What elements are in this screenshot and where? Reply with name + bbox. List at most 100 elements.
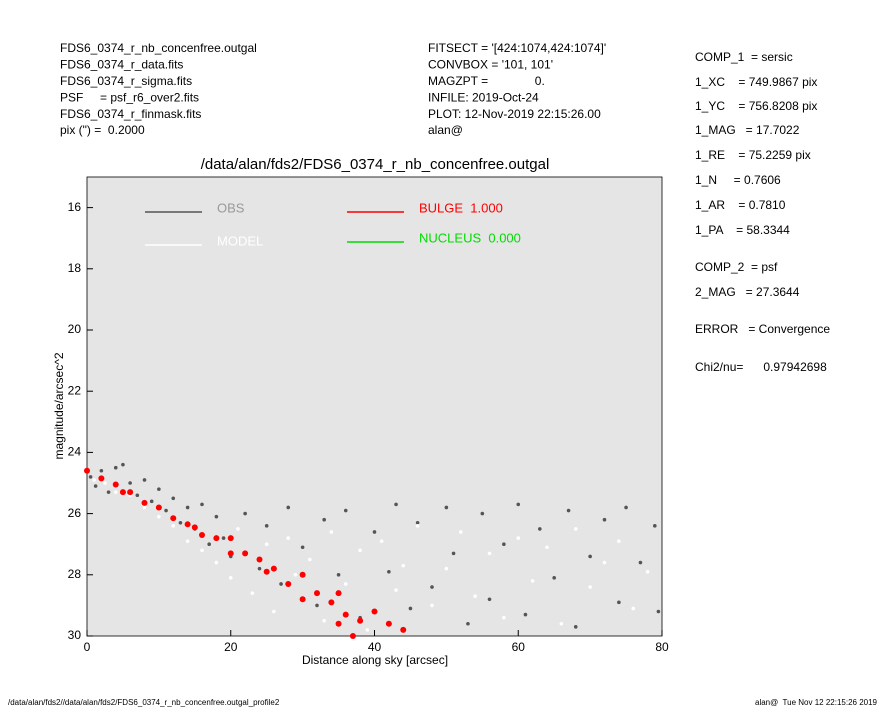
data-point <box>299 596 306 603</box>
legend-label: MODEL <box>217 233 263 248</box>
data-point <box>473 594 477 599</box>
data-point <box>171 524 176 528</box>
x-tick-label: 20 <box>224 640 238 654</box>
data-point <box>342 611 349 618</box>
data-point <box>516 502 521 507</box>
data-point <box>401 563 406 568</box>
data-point <box>227 535 234 542</box>
data-point <box>308 557 312 562</box>
data-point <box>371 608 378 615</box>
data-point <box>322 618 326 623</box>
data-point <box>349 633 356 639</box>
data-point <box>142 505 147 510</box>
y-tick-label: 22 <box>68 383 82 397</box>
x-tick-label: 40 <box>368 640 382 654</box>
data-point <box>272 609 276 614</box>
data-point <box>480 511 485 516</box>
x-tick-label: 60 <box>512 640 526 654</box>
data-point <box>552 576 556 580</box>
data-point <box>315 603 319 608</box>
header-middle-line: FITSECT = '[424:1074,424:1074]' <box>428 41 606 55</box>
data-point <box>466 621 470 626</box>
data-point <box>400 626 407 633</box>
data-point <box>408 606 413 611</box>
parameter-line: 1_YC = 756.8208 pix <box>695 99 817 113</box>
parameter-line: COMP_2 = psf <box>695 260 778 274</box>
header-left-line: PSF = psf_r6_over2.fits <box>60 90 199 104</box>
data-point <box>502 542 506 546</box>
data-point <box>451 551 456 556</box>
y-axis-label: magnitude/arcsec^2 <box>52 352 66 459</box>
chart-title: /data/alan/fds2/FDS6_0374_r_nb_concenfre… <box>201 156 550 173</box>
parameter-line: 2_MAG = 27.3644 <box>695 285 800 299</box>
data-point <box>112 481 119 488</box>
data-point <box>379 539 384 543</box>
data-point <box>415 524 420 528</box>
data-point <box>128 481 132 485</box>
data-point <box>358 548 362 553</box>
parameter-line: COMP_1 = sersic <box>695 50 793 64</box>
data-point <box>227 550 234 557</box>
data-point <box>394 588 398 592</box>
data-point <box>638 560 643 565</box>
data-point <box>336 573 341 577</box>
data-point <box>530 579 535 583</box>
data-point <box>617 539 621 543</box>
data-point <box>93 484 98 488</box>
y-tick-label: 18 <box>68 261 82 275</box>
x-tick-label: 0 <box>84 640 91 654</box>
data-point <box>264 542 269 546</box>
x-tick-label: 80 <box>655 640 669 654</box>
parameter-line: 1_MAG = 17.7022 <box>695 123 800 137</box>
data-point <box>171 496 176 501</box>
header-left-line: FDS6_0374_r_nb_concenfree.outgal <box>60 41 257 55</box>
y-tick-label: 26 <box>68 506 82 520</box>
data-point <box>365 628 370 632</box>
y-tick-label: 16 <box>68 200 82 214</box>
data-point <box>113 465 118 470</box>
data-point <box>299 571 306 578</box>
data-point <box>157 487 161 491</box>
header-middle-line: PLOT: 12-Nov-2019 22:15:26.00 <box>428 107 601 121</box>
data-point <box>236 527 240 531</box>
legend-label: OBS <box>217 200 245 215</box>
data-point <box>516 536 521 540</box>
data-point <box>566 508 571 513</box>
data-point <box>191 524 198 531</box>
data-point <box>286 536 291 540</box>
data-point <box>121 462 125 467</box>
data-point <box>213 535 220 542</box>
data-point <box>415 520 420 525</box>
data-point <box>487 551 492 556</box>
data-point <box>200 548 204 553</box>
data-point <box>270 565 277 572</box>
data-point <box>588 554 592 559</box>
header-left-line: FDS6_0374_r_finmask.fits <box>60 107 201 121</box>
data-point <box>430 585 434 589</box>
data-point <box>656 609 661 614</box>
data-point <box>264 524 269 528</box>
data-point <box>314 590 320 597</box>
data-point <box>286 505 291 510</box>
data-point <box>588 585 592 589</box>
data-point <box>250 591 255 595</box>
y-tick-label: 28 <box>68 567 82 581</box>
data-point <box>653 524 657 528</box>
data-point <box>256 556 263 563</box>
footer-left: /data/alan/fds2//data/alan/fds2/FDS6_037… <box>8 698 280 707</box>
data-point <box>214 560 219 565</box>
data-point <box>99 468 104 473</box>
data-point <box>343 508 348 513</box>
data-point <box>228 576 233 580</box>
data-point <box>285 580 292 587</box>
data-point <box>200 502 204 507</box>
data-point <box>214 514 219 519</box>
y-tick-label: 20 <box>68 322 82 336</box>
plot-area <box>86 176 663 637</box>
data-point <box>502 615 506 620</box>
data-layer <box>84 462 661 639</box>
data-point <box>343 582 348 586</box>
data-point <box>279 582 283 586</box>
data-point <box>602 560 607 565</box>
